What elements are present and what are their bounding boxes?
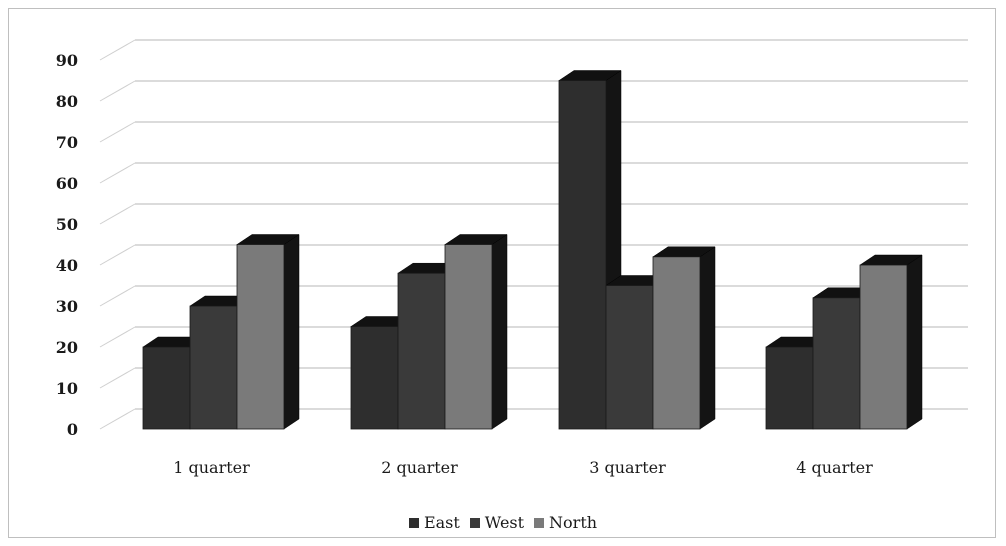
- x-category-label: 1 quarter: [173, 458, 250, 477]
- gridline-depth: [99, 162, 136, 184]
- bar-side-north: [283, 234, 300, 430]
- gridline-depth: [99, 408, 136, 430]
- legend-swatch: [469, 517, 480, 528]
- y-tick-label: 10: [56, 379, 78, 398]
- gridline-depth: [99, 121, 136, 143]
- bar-side-north: [906, 254, 923, 430]
- y-tick-label: 80: [56, 92, 78, 111]
- y-axis-ticks: 0 10 20 30 40 50 60 70 80 90: [56, 51, 78, 439]
- y-tick-label: 90: [56, 51, 78, 70]
- bar-east: [142, 346, 191, 430]
- y-tick-label: 0: [67, 420, 78, 439]
- x-axis-categories: 1 quarter 2 quarter 3 quarter 4 quarter: [173, 458, 873, 477]
- legend-label: North: [549, 513, 598, 532]
- bar-north: [859, 264, 908, 430]
- legend-swatch: [408, 517, 419, 528]
- legend-item-north: North: [534, 513, 597, 532]
- bar-east: [765, 346, 814, 430]
- x-category-label: 3 quarter: [589, 458, 666, 477]
- gridline-depth: [99, 203, 136, 225]
- legend-swatch: [534, 517, 545, 528]
- legend-label: West: [484, 513, 525, 532]
- gridline-depth: [99, 285, 136, 307]
- gridline-depth: [99, 244, 136, 266]
- bar-west: [189, 305, 238, 430]
- y-tick-label: 70: [56, 133, 78, 152]
- y-tick-label: 60: [56, 174, 78, 193]
- bar-north: [652, 256, 701, 430]
- x-category-label: 4 quarter: [796, 458, 873, 477]
- bar-west: [605, 285, 654, 430]
- bar-west: [397, 272, 446, 430]
- y-tick-label: 50: [56, 215, 78, 234]
- bar-north: [236, 244, 285, 430]
- bars: [142, 70, 923, 430]
- y-tick-label: 30: [56, 297, 78, 316]
- bar-side-north: [699, 246, 716, 430]
- gridline-depth: [99, 367, 136, 389]
- legend-item-east: East: [408, 513, 460, 532]
- x-category-label: 2 quarter: [381, 458, 458, 477]
- legend: East West North: [0, 513, 1006, 532]
- bar-east: [350, 326, 399, 430]
- gridline-depth: [99, 326, 136, 348]
- legend-item-west: West: [469, 513, 525, 532]
- bar-east: [558, 80, 607, 430]
- bar-side-north: [491, 234, 508, 430]
- bar-north: [444, 244, 493, 430]
- gridline-depth: [99, 39, 136, 61]
- gridline-depth: [99, 80, 136, 102]
- legend-label: East: [423, 513, 460, 532]
- y-tick-label: 40: [56, 256, 78, 275]
- y-tick-label: 20: [56, 338, 78, 357]
- bar-west: [812, 297, 861, 430]
